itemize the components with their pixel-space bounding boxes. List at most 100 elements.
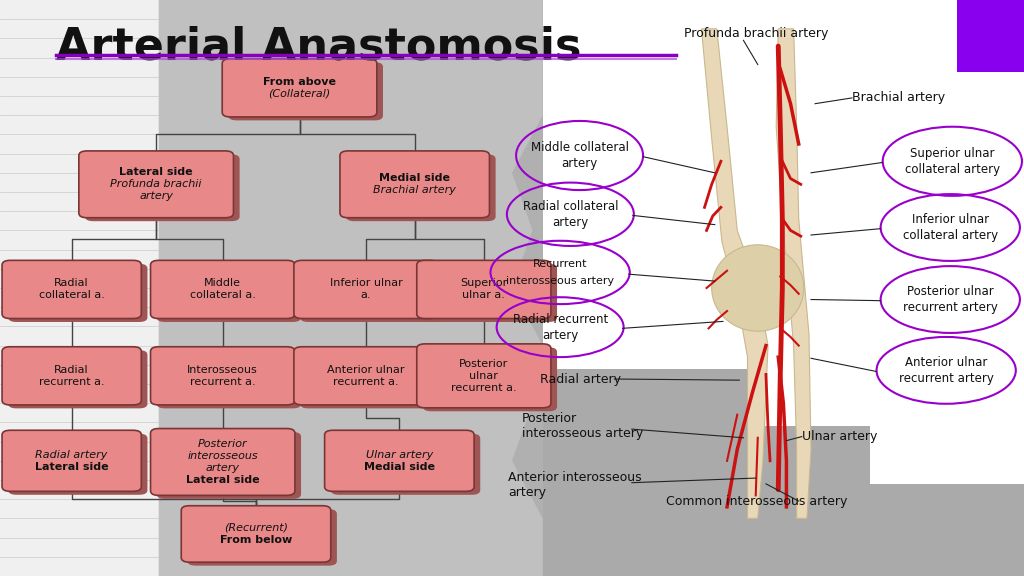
Text: Medial side: Medial side xyxy=(379,173,451,183)
Text: Posterior: Posterior xyxy=(198,439,248,449)
Text: collateral a.: collateral a. xyxy=(189,290,256,301)
FancyBboxPatch shape xyxy=(0,196,159,212)
Text: Brachial artery: Brachial artery xyxy=(374,185,456,195)
FancyBboxPatch shape xyxy=(0,157,159,173)
Text: Radial recurrent: Radial recurrent xyxy=(512,313,608,325)
Text: From below: From below xyxy=(220,535,292,545)
FancyBboxPatch shape xyxy=(159,0,553,576)
FancyBboxPatch shape xyxy=(331,434,480,495)
Polygon shape xyxy=(701,29,768,518)
FancyBboxPatch shape xyxy=(79,151,233,218)
FancyBboxPatch shape xyxy=(325,430,474,491)
Text: artery: artery xyxy=(139,191,173,202)
Text: Ulnar artery: Ulnar artery xyxy=(802,430,878,443)
FancyBboxPatch shape xyxy=(0,118,159,134)
Text: Radial: Radial xyxy=(54,365,89,375)
Text: Medial side: Medial side xyxy=(364,462,435,472)
Text: artery: artery xyxy=(542,329,579,342)
FancyBboxPatch shape xyxy=(0,255,159,271)
Text: interosseous artery: interosseous artery xyxy=(506,275,614,286)
FancyBboxPatch shape xyxy=(0,490,159,506)
Text: Lateral side: Lateral side xyxy=(120,167,193,177)
Text: Posterior ulnar: Posterior ulnar xyxy=(907,285,993,298)
Text: Recurrent: Recurrent xyxy=(532,259,588,270)
Text: artery: artery xyxy=(561,157,598,170)
FancyBboxPatch shape xyxy=(157,350,301,408)
Text: From above: From above xyxy=(263,77,336,87)
FancyBboxPatch shape xyxy=(0,372,159,388)
FancyBboxPatch shape xyxy=(0,235,159,251)
FancyBboxPatch shape xyxy=(2,260,141,319)
FancyBboxPatch shape xyxy=(0,509,159,525)
Text: Inferior ulnar: Inferior ulnar xyxy=(330,278,402,289)
FancyBboxPatch shape xyxy=(0,215,159,232)
Text: Anterior ulnar: Anterior ulnar xyxy=(328,365,404,375)
FancyBboxPatch shape xyxy=(85,154,240,221)
FancyBboxPatch shape xyxy=(543,426,870,576)
FancyBboxPatch shape xyxy=(0,411,159,427)
Text: Anterior interosseous
artery: Anterior interosseous artery xyxy=(508,471,641,499)
Text: a.: a. xyxy=(360,290,372,301)
FancyBboxPatch shape xyxy=(0,353,159,369)
Text: Lateral side: Lateral side xyxy=(186,475,259,485)
FancyBboxPatch shape xyxy=(157,432,301,499)
FancyBboxPatch shape xyxy=(0,78,159,94)
Text: recurrent artery: recurrent artery xyxy=(899,372,993,385)
FancyBboxPatch shape xyxy=(0,176,159,192)
Text: Superior ulnar: Superior ulnar xyxy=(910,147,994,160)
Text: artery: artery xyxy=(552,216,589,229)
FancyBboxPatch shape xyxy=(543,0,1024,576)
Text: Middle: Middle xyxy=(204,278,242,289)
FancyBboxPatch shape xyxy=(0,39,159,55)
FancyBboxPatch shape xyxy=(0,20,159,36)
Ellipse shape xyxy=(712,245,804,331)
FancyBboxPatch shape xyxy=(0,470,159,486)
Text: Common interosseous artery: Common interosseous artery xyxy=(666,495,847,507)
Text: recurrent a.: recurrent a. xyxy=(189,377,256,387)
Text: artery: artery xyxy=(206,463,240,473)
FancyBboxPatch shape xyxy=(0,392,159,408)
Text: collateral artery: collateral artery xyxy=(905,163,999,176)
Text: collateral artery: collateral artery xyxy=(903,229,997,242)
Text: Radial collateral: Radial collateral xyxy=(522,200,618,213)
FancyBboxPatch shape xyxy=(294,347,438,405)
FancyBboxPatch shape xyxy=(0,333,159,349)
Text: recurrent artery: recurrent artery xyxy=(903,301,997,314)
FancyBboxPatch shape xyxy=(0,137,159,153)
FancyBboxPatch shape xyxy=(0,450,159,467)
Text: Posterior
interosseous artery: Posterior interosseous artery xyxy=(522,412,643,440)
Text: Lateral side: Lateral side xyxy=(35,462,109,472)
FancyBboxPatch shape xyxy=(417,260,551,319)
FancyBboxPatch shape xyxy=(0,98,159,114)
Text: Radial artery: Radial artery xyxy=(540,373,621,385)
FancyBboxPatch shape xyxy=(543,369,748,576)
Text: ulnar a.: ulnar a. xyxy=(463,290,505,301)
FancyBboxPatch shape xyxy=(300,350,444,408)
Text: recurrent a.: recurrent a. xyxy=(39,377,104,387)
Text: Arterial Anastomosis: Arterial Anastomosis xyxy=(56,26,582,69)
FancyBboxPatch shape xyxy=(8,350,147,408)
FancyBboxPatch shape xyxy=(222,59,377,117)
Text: Profunda brachii: Profunda brachii xyxy=(111,179,202,190)
FancyBboxPatch shape xyxy=(0,59,159,75)
FancyBboxPatch shape xyxy=(0,0,159,576)
FancyBboxPatch shape xyxy=(2,430,141,491)
FancyBboxPatch shape xyxy=(957,0,1024,72)
Text: Superior: Superior xyxy=(460,278,508,289)
Text: recurrent a.: recurrent a. xyxy=(333,377,399,387)
Text: collateral a.: collateral a. xyxy=(39,290,104,301)
FancyBboxPatch shape xyxy=(2,347,141,405)
FancyBboxPatch shape xyxy=(151,347,295,405)
FancyBboxPatch shape xyxy=(0,313,159,329)
FancyBboxPatch shape xyxy=(151,429,295,495)
FancyBboxPatch shape xyxy=(0,529,159,545)
Text: recurrent a.: recurrent a. xyxy=(451,383,517,393)
Text: Brachial artery: Brachial artery xyxy=(852,92,945,104)
Text: Middle collateral: Middle collateral xyxy=(530,141,629,154)
FancyBboxPatch shape xyxy=(543,484,1024,576)
FancyBboxPatch shape xyxy=(0,431,159,447)
Text: interosseous: interosseous xyxy=(187,451,258,461)
FancyBboxPatch shape xyxy=(0,548,159,564)
FancyBboxPatch shape xyxy=(8,434,147,495)
FancyBboxPatch shape xyxy=(157,264,301,322)
